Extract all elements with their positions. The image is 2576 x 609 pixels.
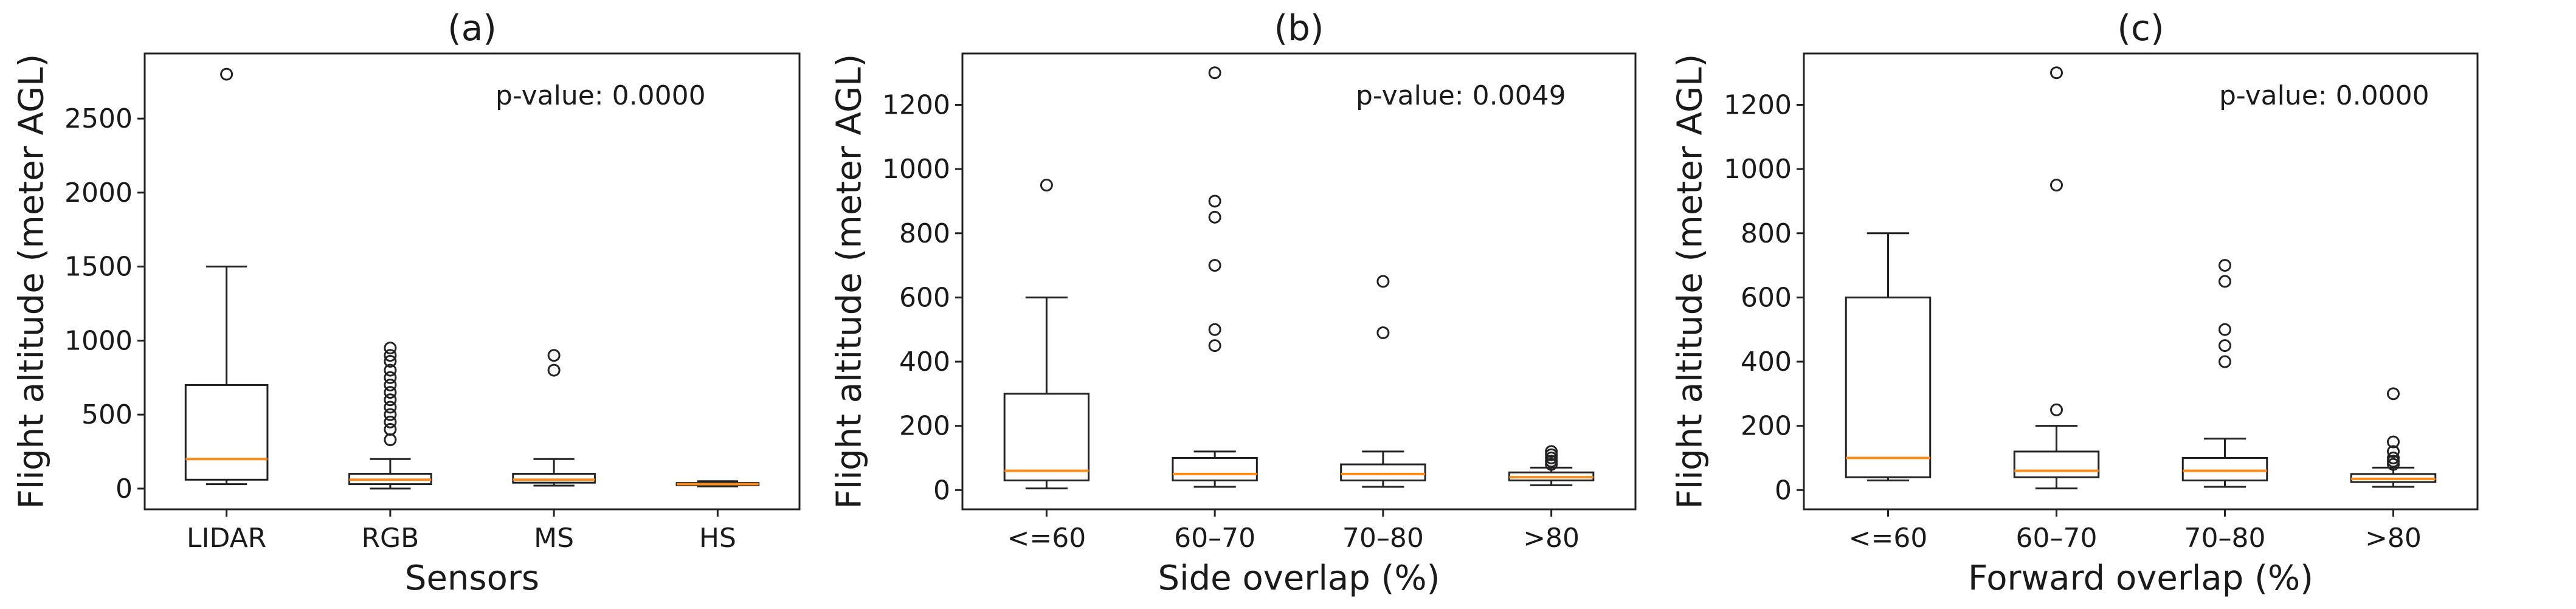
box-iqr	[184, 384, 269, 481]
outlier-point	[2387, 451, 2400, 464]
y-tick-label: 2500	[64, 103, 133, 134]
x-tick-label: HS	[699, 523, 736, 554]
panel-title: (b)	[1274, 7, 1324, 49]
y-tick-label: 400	[1741, 346, 1792, 377]
x-tick-label: <=60	[1007, 523, 1086, 554]
box-iqr	[512, 473, 596, 484]
box-iqr	[1340, 463, 1426, 481]
y-tick-label: 600	[899, 282, 950, 313]
plot-frame	[1803, 52, 2479, 511]
panel-c: 0 200 400 600 800 1000 1200 <=60 60–70 70–80 >80 p-…	[1671, 7, 2479, 598]
outlier-point	[384, 354, 397, 368]
y-tick-label: 200	[899, 411, 950, 442]
outlier-point	[1376, 275, 1390, 288]
outlier-point	[384, 408, 397, 421]
box-iqr	[1845, 296, 1932, 478]
outlier-point	[384, 371, 397, 384]
outlier-point	[384, 342, 397, 355]
y-tick-label: 600	[1741, 282, 1792, 313]
x-tick-label: 60–70	[2016, 523, 2098, 554]
x-axis-label: Sensors	[405, 559, 539, 598]
y-axis-label: Flight altitude (meter AGL)	[12, 54, 52, 509]
y-tick-label: 400	[899, 346, 950, 377]
y-axis-label: Flight altitude (meter AGL)	[830, 54, 869, 509]
panel-b: 0 200 400 600 800 1000 1200 <=60 60–70 70–80 >80 p-…	[830, 7, 1637, 598]
x-tick-label: LIDAR	[187, 523, 266, 554]
panel-title: (a)	[447, 7, 497, 49]
panel-a: 0 500 1000 1500 2000 2500 LIDAR RGB MS HS p-value:…	[12, 7, 801, 598]
y-tick-label: 200	[1741, 411, 1792, 442]
outlier-point	[1208, 259, 1221, 272]
x-tick-label: >80	[2365, 523, 2422, 554]
outlier-point	[2219, 275, 2231, 288]
y-tick-label: 800	[899, 218, 950, 249]
outlier-point	[2219, 355, 2231, 368]
x-axis-label: Forward overlap (%)	[1968, 559, 2313, 598]
outlier-point	[2387, 435, 2400, 449]
y-axis-label: Flight altitude (meter AGL)	[1671, 54, 1710, 509]
y-tick-label: 1500	[64, 252, 133, 283]
y-tick-label: 1000	[64, 325, 133, 356]
outlier-point	[2219, 339, 2231, 353]
outlier-point	[384, 423, 397, 436]
y-tick-label: 0	[1775, 475, 1792, 506]
y-tick-label: 1200	[1724, 90, 1792, 121]
p-value-annotation: p-value: 0.0000	[496, 80, 706, 111]
outlier-point	[384, 378, 397, 391]
outlier-point	[384, 415, 397, 428]
plot-frame	[143, 52, 801, 511]
box-iqr	[2013, 450, 2100, 478]
outlier-point	[2387, 445, 2400, 458]
y-tick-label: 1000	[882, 154, 950, 185]
x-tick-label: >80	[1523, 523, 1580, 554]
outlier-point	[2050, 403, 2063, 416]
x-tick-label: 70–80	[1342, 523, 1424, 554]
outlier-point	[1208, 339, 1221, 353]
p-value-annotation: p-value: 0.0049	[1356, 80, 1566, 111]
x-axis-label: Side overlap (%)	[1158, 559, 1440, 598]
plot-frame	[961, 52, 1637, 511]
y-tick-label: 0	[933, 475, 950, 506]
box-iqr	[2181, 456, 2268, 481]
x-tick-label: 60–70	[1174, 523, 1255, 554]
x-tick-label: RGB	[361, 523, 419, 554]
outlier-point	[384, 386, 397, 399]
box-iqr	[1003, 393, 1090, 481]
outlier-point	[1208, 66, 1221, 80]
y-tick-label: 500	[81, 399, 133, 430]
y-tick-label: 1000	[1724, 154, 1792, 185]
outlier-point	[384, 393, 397, 407]
outlier-point	[1208, 323, 1221, 336]
panel-title: (c)	[2117, 7, 2164, 49]
outlier-point	[384, 401, 397, 414]
outlier-point	[220, 67, 233, 81]
p-value-annotation: p-value: 0.0000	[2219, 80, 2429, 111]
outlier-point	[547, 349, 561, 362]
outlier-point	[384, 349, 397, 362]
outlier-point	[547, 363, 561, 377]
outlier-point	[1208, 194, 1221, 208]
y-tick-label: 2000	[64, 177, 133, 208]
outlier-point	[1208, 210, 1221, 224]
x-tick-label: <=60	[1849, 523, 1928, 554]
x-tick-label: MS	[534, 523, 574, 554]
y-tick-label: 1200	[882, 90, 950, 121]
y-tick-label: 800	[1741, 218, 1792, 249]
x-tick-label: 70–80	[2184, 523, 2266, 554]
outlier-point	[2219, 259, 2231, 272]
outlier-point	[1545, 445, 1558, 458]
outlier-point	[1040, 179, 1053, 192]
outlier-point	[384, 363, 397, 377]
outlier-point	[384, 433, 397, 447]
box-iqr	[1172, 456, 1258, 481]
outlier-point	[2050, 66, 2063, 80]
outlier-point	[2387, 387, 2400, 401]
outlier-point	[2050, 179, 2063, 192]
outlier-point	[2219, 323, 2231, 336]
y-tick-label: 0	[116, 473, 133, 504]
outlier-point	[1376, 326, 1390, 340]
